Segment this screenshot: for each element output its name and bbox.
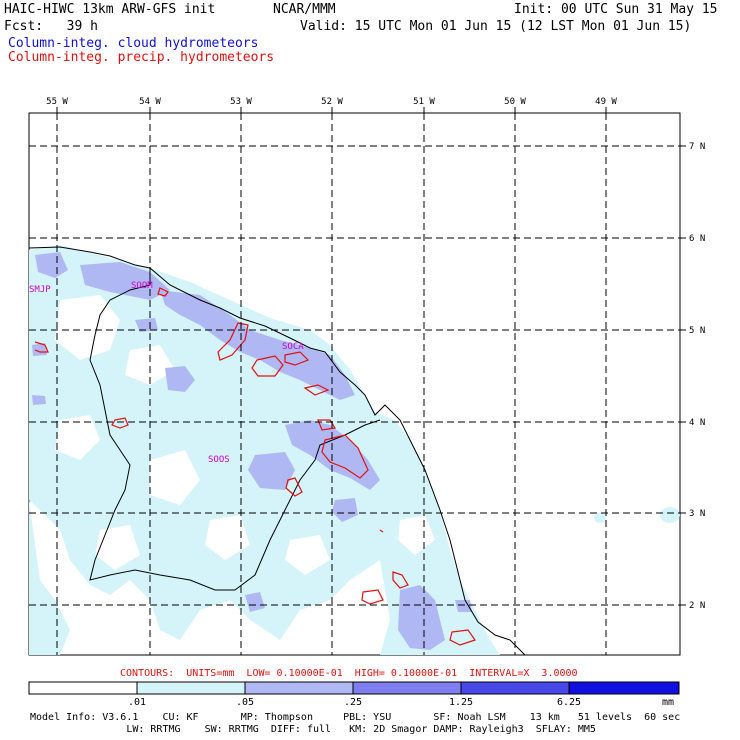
contour-info: CONTOURS: UNITS=mm LOW= 0.10000E-01 HIGH… <box>120 668 578 679</box>
plot-title: HAIC-HIWC 13km ARW-GFS init <box>4 2 216 17</box>
lat-label: 2 N <box>689 601 705 611</box>
lat-label: 3 N <box>689 509 705 519</box>
model-info-line2: LW: RRTMG SW: RRTMG DIFF: full KM: 2D Sm… <box>30 724 596 735</box>
lat-label: 6 N <box>689 234 705 244</box>
lon-label: 54 W <box>139 97 161 107</box>
station-label: SOOM <box>131 281 153 291</box>
precip-contours <box>34 287 476 646</box>
valid-time: Valid: 15 UTC Mon 01 Jun 15 (12 LST Mon … <box>300 19 692 34</box>
legend-tick: .01 <box>128 697 146 708</box>
station-label: SMJP <box>29 285 51 295</box>
station-label: SOOS <box>208 455 230 465</box>
field-cloud-label: Column-integ. cloud hydrometeors <box>8 36 259 51</box>
forecast-hour: Fcst: 39 h <box>4 19 98 34</box>
lon-label: 52 W <box>321 97 343 107</box>
legend-tick: .05 <box>236 697 254 708</box>
lon-label: 50 W <box>504 97 526 107</box>
legend-tick: 1.25 <box>449 697 473 708</box>
lon-label: 53 W <box>230 97 252 107</box>
lat-label: 4 N <box>689 418 705 428</box>
lon-label: 55 W <box>46 97 68 107</box>
legend-unit: mm <box>662 697 674 708</box>
cloud-field <box>29 245 680 655</box>
frame-ticks <box>56 107 686 606</box>
lat-label: 7 N <box>689 142 705 152</box>
station-label: SOCA <box>282 342 304 352</box>
model-org: NCAR/MMM <box>273 2 336 17</box>
lon-label: 51 W <box>413 97 435 107</box>
lat-label: 5 N <box>689 326 705 336</box>
model-info-line1: Model Info: V3.6.1 CU: KF MP: Thompson P… <box>30 712 681 723</box>
legend-colorbar <box>28 681 680 695</box>
field-precip-label: Column-integ. precip. hydrometeors <box>8 50 275 65</box>
legend-tick: 6.25 <box>557 697 581 708</box>
init-time: Init: 00 UTC Sun 31 May 15 <box>514 2 718 17</box>
legend-tick: .25 <box>344 697 362 708</box>
lon-label: 49 W <box>595 97 617 107</box>
latlon-grid <box>29 113 680 655</box>
coastline <box>29 246 526 655</box>
border-suriname-frguiana <box>89 268 381 591</box>
cloud-medium-region <box>32 252 472 650</box>
